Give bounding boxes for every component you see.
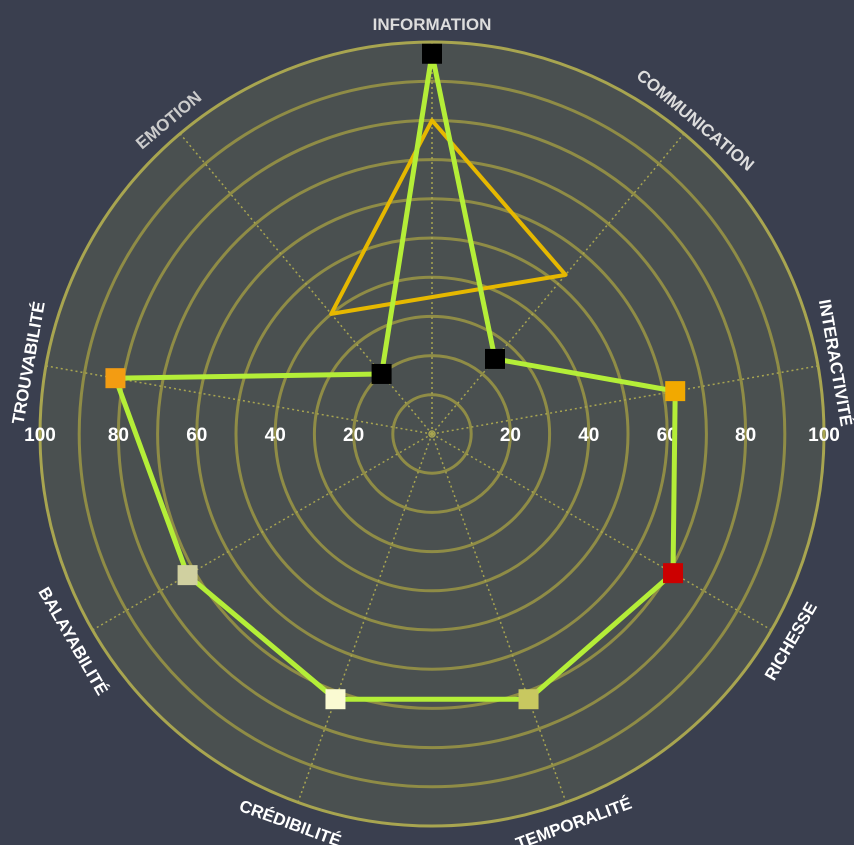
data-point	[665, 381, 686, 402]
series-1	[105, 43, 686, 710]
axis-spoke	[92, 433, 433, 631]
tick-label: 100	[24, 425, 56, 446]
data-point	[371, 363, 392, 384]
data-point	[177, 565, 198, 586]
axis-spoke	[431, 433, 772, 631]
tick-label: 40	[265, 425, 286, 446]
grid-ring	[77, 79, 787, 789]
grid-ring	[391, 393, 473, 475]
tick-label: 40	[578, 425, 599, 446]
data-point	[105, 368, 126, 389]
tick-label: 80	[735, 425, 756, 446]
data-point	[325, 689, 346, 710]
axis-spoke	[297, 433, 433, 803]
series-line	[329, 118, 568, 316]
axis-label: INFORMATION	[373, 15, 492, 34]
center-dot	[428, 430, 436, 438]
data-point	[422, 43, 442, 64]
axis-spoke	[431, 433, 567, 803]
series-0	[329, 118, 568, 316]
data-point	[484, 348, 505, 369]
tick-label: 20	[500, 425, 521, 446]
tick-label: 60	[186, 425, 207, 446]
axis-spoke	[179, 133, 433, 435]
tick-label: 20	[343, 425, 364, 446]
data-point	[518, 689, 539, 710]
data-point	[663, 563, 684, 584]
grid-rings	[77, 79, 787, 789]
axis-spoke	[431, 365, 819, 435]
grid-ring	[156, 158, 708, 710]
tick-label: 80	[108, 425, 129, 446]
grid-ring	[312, 314, 552, 554]
tick-label: 100	[808, 425, 840, 446]
grid-ring	[352, 354, 512, 514]
axis-spoke	[431, 133, 685, 435]
series-line	[112, 51, 678, 702]
